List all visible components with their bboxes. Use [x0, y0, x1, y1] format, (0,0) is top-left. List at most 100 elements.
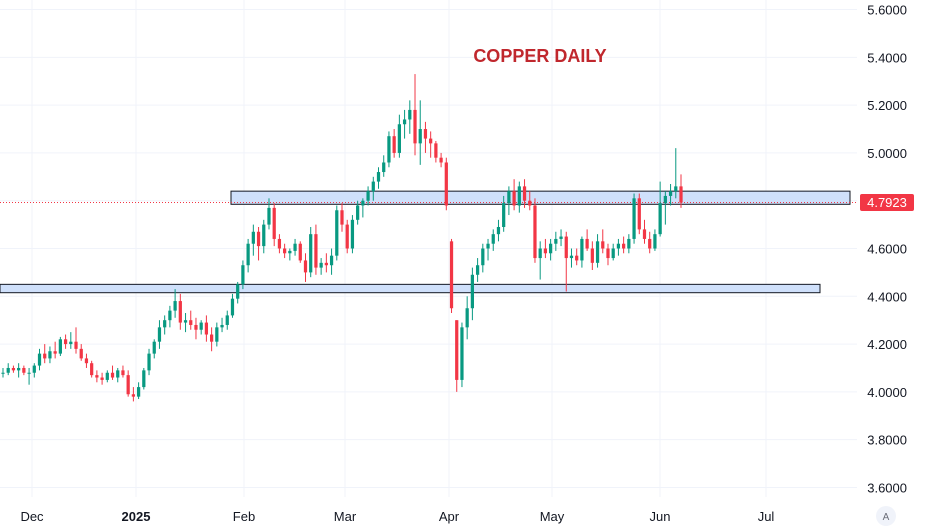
candle-body [283, 248, 287, 254]
candle [668, 183, 673, 206]
candle [402, 109, 407, 139]
candle [100, 372, 104, 385]
candle-body [209, 334, 214, 342]
candle [53, 341, 57, 359]
candle-body [105, 372, 109, 380]
candle [90, 360, 94, 378]
x-tick-label: Jul [758, 509, 775, 524]
candle [157, 320, 162, 349]
candle-body [418, 129, 422, 144]
candle [189, 310, 193, 330]
candle-body [69, 341, 73, 345]
candle [595, 234, 600, 268]
candle [439, 152, 443, 168]
candle [267, 198, 271, 230]
candle-body [131, 394, 136, 397]
x-tick-label: Apr [439, 509, 460, 524]
price-zone[interactable] [0, 283, 821, 294]
candle-body [585, 238, 589, 249]
candle-body [376, 172, 381, 182]
x-tick-label: May [540, 509, 565, 524]
candle [131, 387, 136, 402]
candle-body [267, 207, 271, 225]
candle [538, 241, 542, 280]
candle-body [241, 265, 245, 285]
candle-body [90, 363, 94, 376]
candle [116, 367, 120, 383]
candle [371, 176, 375, 201]
candle-body [293, 243, 297, 251]
candle-body [632, 198, 636, 239]
candle-body [168, 310, 172, 321]
chart-title: COPPER DAILY [473, 46, 606, 66]
candle-body [382, 162, 386, 173]
candle-body [95, 375, 99, 378]
candle [449, 238, 454, 314]
candle-body [653, 234, 657, 249]
candle [209, 327, 214, 352]
candle [465, 296, 469, 340]
candle [27, 367, 31, 385]
auto-scale-button-label[interactable]: A [883, 512, 890, 523]
x-tick-label: Mar [334, 509, 357, 524]
candle-body [121, 370, 125, 376]
candle-body [298, 243, 302, 261]
candle-body [595, 241, 600, 263]
auto-scale-button-circle[interactable] [876, 506, 896, 526]
candle-body [22, 367, 26, 373]
candle-body [32, 365, 36, 373]
candle [663, 191, 667, 225]
candle-body [361, 200, 365, 206]
candle [6, 363, 10, 376]
candle-body [580, 238, 584, 261]
candle [17, 363, 21, 378]
candle-body [397, 124, 401, 153]
candle [324, 253, 328, 273]
candle-body [538, 248, 542, 259]
time-axis[interactable]: Dec 2025 Feb Mar Apr May Jun Jul [20, 509, 774, 524]
candle-body [616, 243, 621, 249]
y-tick-label: 5.4000 [867, 50, 907, 65]
candle-body [53, 351, 57, 354]
candle [63, 334, 68, 349]
candle-body [658, 203, 662, 235]
candle-body [622, 243, 626, 249]
price-zone[interactable] [230, 190, 851, 205]
candle-body [173, 301, 177, 311]
y-tick-label: 3.6000 [867, 480, 907, 495]
y-tick-label: 4.0000 [867, 385, 907, 400]
candle [32, 363, 36, 378]
candle-body [575, 255, 579, 261]
candle-body [491, 234, 495, 244]
candle-body [569, 255, 574, 259]
candle [376, 167, 381, 189]
candle [517, 181, 521, 213]
candle [413, 74, 417, 156]
price-axis[interactable]: 5.60005.40005.20005.00004.80004.60004.40… [867, 3, 907, 496]
candles [1, 74, 683, 402]
candle-body [309, 234, 313, 273]
candle-body [272, 207, 276, 239]
candle-body [183, 320, 188, 323]
candle-body [679, 186, 683, 203]
candle-body [147, 353, 151, 371]
candle [43, 344, 47, 364]
candle [622, 236, 626, 254]
candle-body [564, 236, 568, 259]
candle-body [43, 353, 47, 359]
candle [173, 289, 177, 318]
y-tick-label: 5.0000 [867, 146, 907, 161]
candle [444, 157, 448, 211]
candle-body [178, 301, 182, 323]
candle [512, 179, 516, 211]
candle [611, 243, 615, 261]
support-resistance-zones[interactable] [0, 190, 851, 294]
auto-scale-button[interactable]: A [876, 506, 896, 526]
candle [262, 219, 266, 254]
candle-body [220, 324, 224, 328]
candle [84, 353, 89, 368]
candle [423, 121, 428, 153]
candle [434, 140, 438, 163]
